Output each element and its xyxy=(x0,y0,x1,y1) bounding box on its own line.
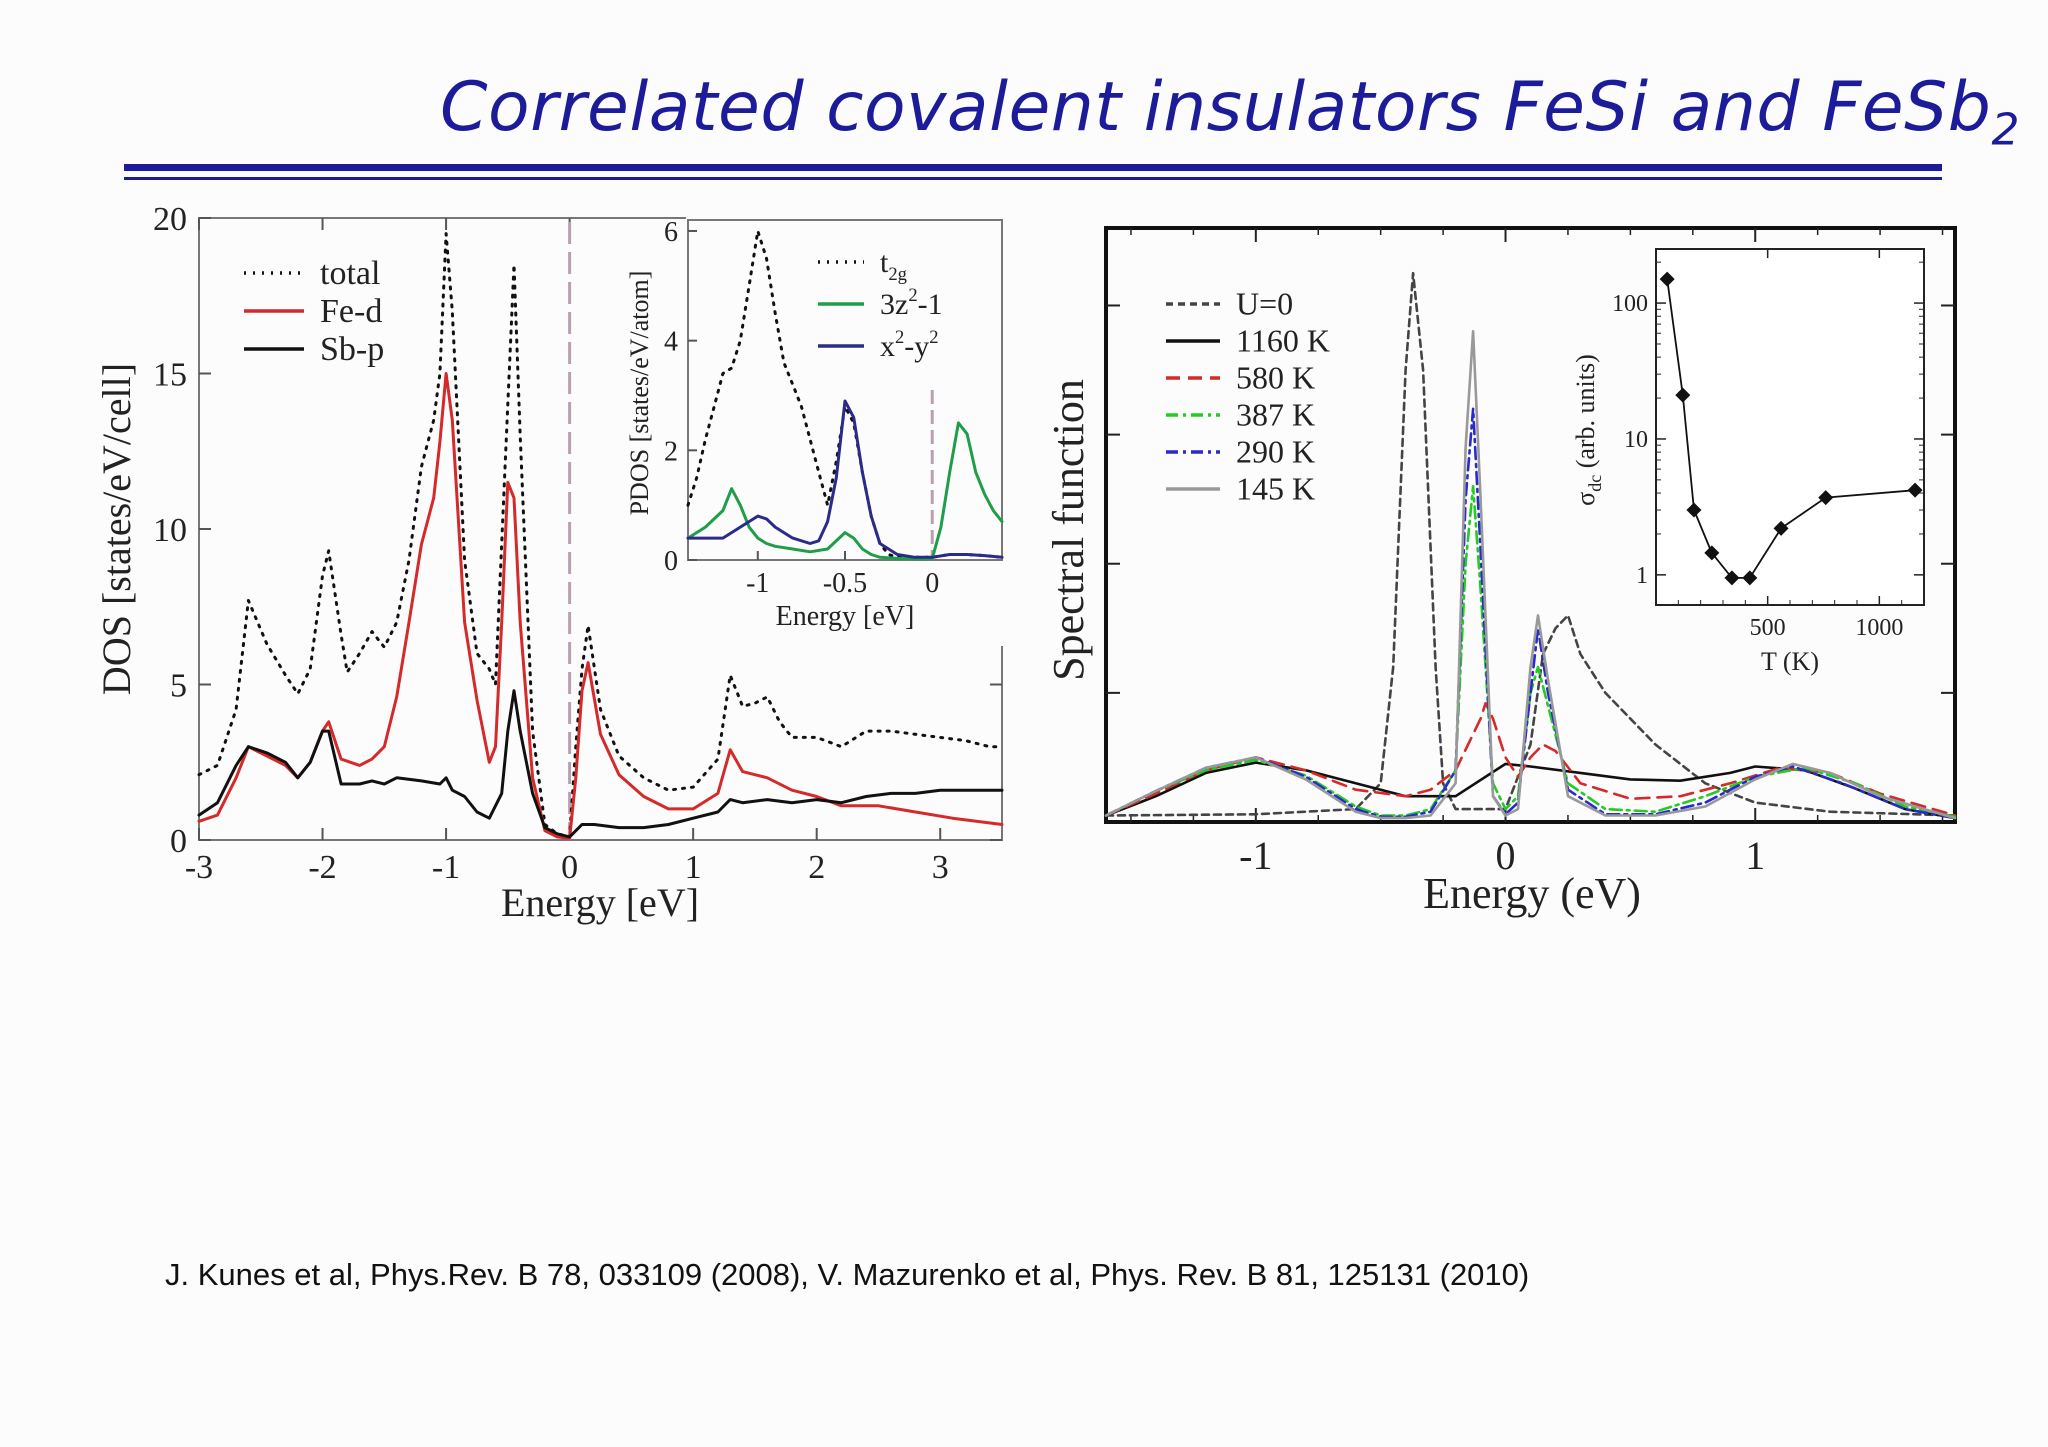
dos-ytick-label-0: 0 xyxy=(170,823,187,860)
dos-ytick-label-4: 20 xyxy=(153,201,187,238)
dos-xtick-label-3: 0 xyxy=(561,849,578,886)
spectral-series-387-k-3 xyxy=(1104,484,1957,819)
spectral-plot-frame xyxy=(1104,226,1957,824)
dos-xtick-label-4: 1 xyxy=(685,849,702,886)
sigma-point-0 xyxy=(1659,271,1675,287)
sigma-ytick-label-1: 10 xyxy=(1624,427,1648,453)
pdos-xtick-label-2: 0 xyxy=(925,568,939,599)
dos-legend-label-0: total xyxy=(320,255,380,292)
spectral-legend-label-0: U=0 xyxy=(1236,286,1293,322)
pdos-xlabel: Energy [eV] xyxy=(776,601,915,632)
sigma-ylabel: σdc (arb. units) xyxy=(1571,354,1605,506)
sigma-ytick-label-2: 100 xyxy=(1612,291,1648,317)
dos-ytick-label-2: 10 xyxy=(153,512,187,549)
dos-legend-label-1: Fe-d xyxy=(320,293,382,330)
dos-ylabel: DOS [states/eV/cell] xyxy=(94,363,139,695)
sigma-point-8 xyxy=(1907,482,1923,498)
sigma-point-1 xyxy=(1675,387,1691,403)
citation: J. Kunes et al, Phys.Rev. B 78, 033109 (… xyxy=(165,1257,1530,1292)
slide-title-subscript: 2 xyxy=(1991,104,2020,156)
pdos-xtick-label-1: -0.5 xyxy=(823,568,867,599)
spectral-xtick-label-1: 0 xyxy=(1496,833,1516,878)
pdos-ytick-label-2: 4 xyxy=(664,327,678,358)
slide-title-main: Correlated covalent insulators FeSi and … xyxy=(440,68,1992,147)
pdos-ytick-label-0: 0 xyxy=(664,546,678,577)
dos-ytick-label-1: 5 xyxy=(170,668,187,705)
pdos-series-3z-1 xyxy=(686,421,1004,561)
sigma-xtick-label-1: 1000 xyxy=(1855,615,1903,641)
sigma-point-6 xyxy=(1773,520,1789,536)
sigma-inset-backdrop xyxy=(1654,247,1926,607)
pdos-xtick-label-0: -1 xyxy=(746,568,769,599)
sigma-point-3 xyxy=(1704,545,1720,561)
dos-series-sb-p-2 xyxy=(197,689,1004,839)
dos-xtick-label-1: -2 xyxy=(308,849,336,886)
dos-ytick-label-3: 15 xyxy=(153,357,187,394)
spectral-xtick-label-0: -1 xyxy=(1239,833,1272,878)
spectral-legend-label-4: 290 K xyxy=(1236,434,1315,470)
dos-legend-label-2: Sb-p xyxy=(320,331,384,368)
spectral-xtick-label-2: 1 xyxy=(1745,833,1765,878)
spectral-legend-label-2: 580 K xyxy=(1236,360,1315,396)
spectral-ylabel: Spectral function xyxy=(1044,379,1093,681)
pdos-legend-label-0: t2g xyxy=(880,246,907,285)
pdos-inset-backdrop xyxy=(686,216,1004,646)
dos-xtick-label-2: -1 xyxy=(432,849,460,886)
spectral-series-1160-k-1 xyxy=(1104,761,1957,820)
spectral-legend-label-3: 387 K xyxy=(1236,397,1315,433)
pdos-ytick-label-1: 2 xyxy=(664,436,678,467)
spectral-legend-label-5: 145 K xyxy=(1236,471,1315,507)
dos-series-total-0 xyxy=(197,232,1004,839)
dos-series-fe-d-1 xyxy=(197,372,1004,840)
title-rule-thick xyxy=(124,164,1942,171)
title-rule-thin xyxy=(124,177,1942,180)
sigma-xlabel: T (K) xyxy=(1761,647,1819,676)
pdos-series-x-2 xyxy=(686,399,1004,559)
pdos-legend-label-2: x2-y2 xyxy=(880,327,939,363)
spectral-legend-label-1: 1160 K xyxy=(1236,323,1330,359)
sigma-point-4 xyxy=(1724,570,1740,586)
dos-xtick-label-5: 2 xyxy=(808,849,825,886)
pdos-legend-label-1: 3z2-1 xyxy=(880,285,943,321)
pdos-series-t-0 xyxy=(686,229,1004,559)
dos-xtick-label-0: -3 xyxy=(185,849,213,886)
spectral-series-580-k-2 xyxy=(1104,701,1957,817)
pdos-ytick-label-3: 6 xyxy=(664,217,678,248)
sigma-point-5 xyxy=(1742,570,1758,586)
pdos-ylabel: PDOS [states/eV/atom] xyxy=(625,271,654,516)
dos-xtick-label-6: 3 xyxy=(932,849,949,886)
dos-xlabel: Energy [eV] xyxy=(501,880,699,925)
spectral-series-145-k-5 xyxy=(1104,329,1957,820)
sigma-point-2 xyxy=(1686,502,1702,518)
sigma-xtick-label-0: 500 xyxy=(1750,615,1786,641)
sigma-point-7 xyxy=(1818,490,1834,506)
spectral-xlabel: Energy (eV) xyxy=(1423,869,1641,918)
sigma-ytick-label-0: 1 xyxy=(1636,563,1648,589)
slide-title: Correlated covalent insulators FeSi and … xyxy=(440,68,2020,156)
